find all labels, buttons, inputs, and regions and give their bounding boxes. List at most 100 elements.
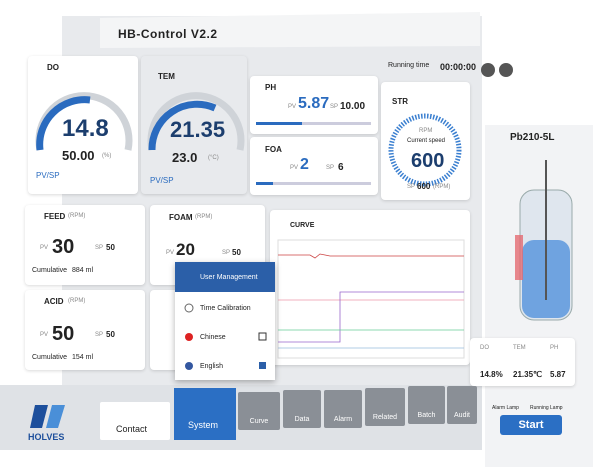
system-button[interactable]: [174, 388, 236, 440]
reading-value: 21.35℃: [513, 370, 543, 379]
logo-text: HOLVES: [28, 432, 65, 442]
tem-gauge-track: [147, 92, 245, 151]
reading-value: 5.87: [550, 370, 566, 379]
do-pv-sp: PV/SP: [36, 171, 60, 180]
tem-unit: (°C): [208, 155, 219, 161]
foa-card: [250, 137, 378, 195]
acid-sp: 50: [106, 330, 115, 339]
ph-sp: 10.00: [340, 101, 366, 112]
do-pv: 14.8: [62, 115, 109, 142]
power-icon[interactable]: [499, 63, 513, 77]
menu-item-active[interactable]: [175, 262, 275, 292]
foa-bar: [256, 182, 371, 185]
reading-label: TEM: [513, 345, 526, 351]
str-name: STR: [392, 97, 408, 106]
feed-cumulative: 884 ml: [72, 267, 94, 274]
reading-label: DO: [480, 345, 489, 351]
feed-cumulative-label: Cumulative: [32, 267, 68, 274]
nav-button[interactable]: Data: [283, 390, 321, 428]
start-button[interactable]: Start: [500, 415, 562, 435]
str-dial: [388, 113, 462, 187]
foam-pv: 20: [176, 240, 195, 259]
acid-card: [25, 290, 145, 370]
reading-value: 14.8%: [480, 370, 503, 379]
menu-item[interactable]: Chinese: [200, 334, 226, 341]
nav-button[interactable]: Related: [365, 388, 405, 426]
acid-sp-label: SP: [95, 332, 104, 338]
foam-unit: (RPM): [195, 214, 213, 220]
menu-item[interactable]: Time Calibration: [200, 305, 251, 312]
app-title: HB-Control V2.2: [118, 27, 218, 41]
tem-gauge-fill: [148, 100, 217, 151]
heater: [515, 235, 523, 280]
readings-card: [470, 338, 575, 386]
foa-bar-fill: [256, 182, 274, 185]
feed-sp: 50: [106, 243, 115, 252]
foa-pv-label: PV: [290, 165, 299, 171]
nav-label[interactable]: System: [188, 420, 219, 430]
menu-item[interactable]: English: [200, 363, 223, 370]
foa-sp-label: SP: [326, 165, 335, 171]
curve-name: CURVE: [290, 222, 315, 229]
str-pv: 600: [411, 150, 445, 172]
str-card: [381, 82, 470, 200]
ph-sp-label: SP: [330, 104, 339, 110]
reading-label: PH: [550, 345, 559, 351]
nav-button[interactable]: Audit: [447, 386, 477, 424]
lamp-label: Running Lamp: [530, 405, 563, 411]
flag-us: [185, 362, 193, 370]
acid-cumulative-label: Cumulative: [32, 354, 68, 361]
user-icon[interactable]: [481, 63, 495, 77]
feed-unit: (RPM): [68, 213, 86, 219]
tem-pv-sp: PV/SP: [150, 176, 174, 185]
feed-sp-label: SP: [95, 245, 104, 251]
foam-pv-label: PV: [166, 250, 175, 256]
feed-pv: 30: [52, 236, 75, 258]
nav-label[interactable]: Contact: [116, 424, 148, 434]
acid-name: ACID: [44, 297, 64, 306]
do-name: DO: [47, 63, 59, 72]
ph-bar-fill: [256, 122, 302, 125]
str-sp-label: SP: [407, 184, 416, 190]
str-caption: Current speed: [407, 138, 446, 144]
logo-shape: [46, 405, 65, 428]
str-unit: (RPM): [433, 184, 451, 190]
foa-pv: 2: [300, 156, 309, 173]
acid-unit: (RPM): [68, 298, 86, 304]
lamp-label: Alarm Lamp: [492, 405, 519, 411]
nav-button[interactable]: Curve: [238, 392, 280, 430]
do-unit: (%): [102, 153, 112, 159]
foam-sp: 50: [232, 248, 241, 257]
acid-pv: 50: [52, 323, 75, 345]
title-bar: [100, 12, 480, 48]
feed-card: [25, 205, 145, 285]
feed-pv-label: PV: [40, 245, 49, 251]
checkbox-checked[interactable]: [259, 362, 266, 369]
curve-line: [278, 253, 464, 259]
nav-button[interactable]: Batch: [408, 386, 445, 424]
menu-item[interactable]: User Management: [200, 274, 258, 281]
running-time: 00:00:00: [440, 62, 477, 72]
tem-pv: 21.35: [170, 117, 226, 142]
contact-button[interactable]: [100, 402, 170, 440]
foa-name: FOA: [265, 145, 282, 154]
flag-cn: [185, 333, 193, 341]
ph-bar: [256, 122, 371, 125]
running-time-label: Running time: [388, 62, 430, 69]
feed-name: FEED: [44, 212, 66, 221]
do-gauge-fill: [36, 96, 91, 151]
curve-frame: [277, 239, 465, 359]
str-rpm: RPM: [419, 128, 433, 134]
logo-shape: [30, 405, 48, 428]
do-sp: 50.00: [62, 148, 95, 163]
curve-line: [278, 291, 464, 343]
nav-button[interactable]: Alarm: [324, 390, 362, 428]
tem-name: TEM: [158, 72, 175, 81]
checkbox[interactable]: [258, 332, 267, 341]
